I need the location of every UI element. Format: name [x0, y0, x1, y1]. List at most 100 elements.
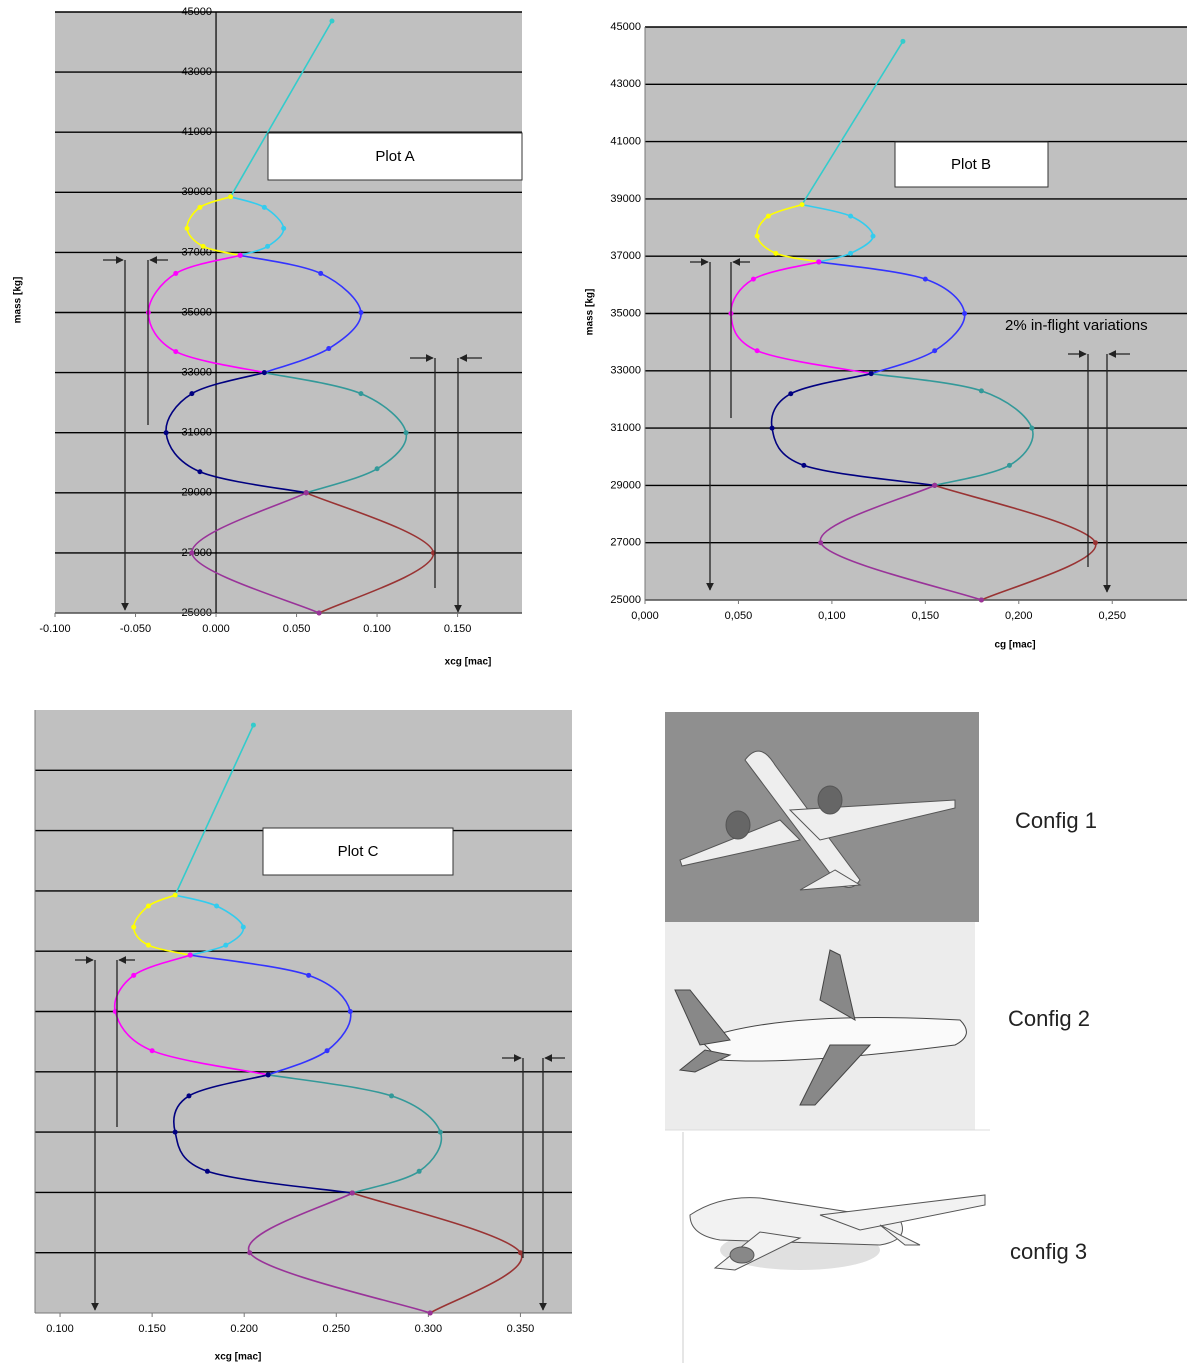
data-point: [375, 466, 380, 471]
x-tick-label: 0.200: [230, 1323, 258, 1335]
data-point: [389, 1093, 394, 1098]
y-tick-label: 29000: [610, 479, 641, 491]
y-tick-label: 31000: [181, 427, 212, 439]
y-tick-label: 35000: [610, 307, 641, 319]
y-tick-label: 27000: [181, 547, 212, 559]
data-point: [932, 348, 937, 353]
data-point: [869, 371, 874, 376]
y-tick-label: 31000: [610, 422, 641, 434]
y-axis-title: mass [kg]: [13, 277, 24, 324]
x-tick-label: 0,050: [725, 610, 753, 622]
data-point: [317, 611, 322, 616]
y-tick-label: 43000: [610, 78, 641, 90]
data-point: [318, 271, 323, 276]
y-tick-label: 29000: [181, 487, 212, 499]
y-tick-label: 43000: [181, 66, 212, 78]
x-tick-label: 0,000: [631, 610, 659, 622]
y-tick-label: 35000: [181, 306, 212, 318]
y-tick-label: 39000: [610, 193, 641, 205]
data-point: [358, 391, 363, 396]
data-point: [518, 1250, 523, 1255]
x-tick-label: 0,200: [1005, 610, 1033, 622]
data-point: [848, 251, 853, 256]
x-tick-label: 0.150: [444, 623, 472, 635]
y-tick-label: 39000: [181, 186, 212, 198]
data-point: [404, 430, 409, 435]
data-point: [818, 540, 823, 545]
data-point: [185, 226, 190, 231]
y-tick-label: 45000: [181, 6, 212, 18]
data-point: [1093, 540, 1098, 545]
data-point: [773, 251, 778, 256]
data-point: [247, 1250, 252, 1255]
x-tick-label: 0.350: [507, 1323, 535, 1335]
data-point: [417, 1169, 422, 1174]
photo-label: Config 2: [1008, 1006, 1090, 1031]
data-point: [755, 348, 760, 353]
data-point: [428, 1311, 433, 1316]
data-point: [770, 426, 775, 431]
data-point: [329, 19, 334, 24]
data-point: [164, 430, 169, 435]
data-point: [265, 244, 270, 249]
y-tick-label: 27000: [610, 537, 641, 549]
y-tick-label: 45000: [610, 21, 641, 33]
x-tick-label: -0.100: [39, 623, 70, 635]
data-point: [325, 1048, 330, 1053]
data-point: [358, 310, 363, 315]
x-tick-label: 0.250: [323, 1323, 351, 1335]
data-point: [1007, 463, 1012, 468]
data-point: [751, 277, 756, 282]
y-tick-label: 33000: [610, 365, 641, 377]
x-tick-label: 0,150: [912, 610, 940, 622]
x-tick-label: 0.100: [363, 623, 391, 635]
photos: Config 1 Config 2 config 3: [665, 712, 1097, 1363]
data-point: [262, 370, 267, 375]
y-axis-title: mass [kg]: [585, 289, 596, 336]
x-tick-label: 0.100: [46, 1323, 74, 1335]
data-point: [304, 490, 309, 495]
data-point: [1029, 426, 1034, 431]
data-point: [197, 205, 202, 210]
data-point: [979, 598, 984, 603]
data-point: [173, 349, 178, 354]
data-point: [923, 277, 928, 282]
data-point: [205, 1169, 210, 1174]
data-point: [150, 1048, 155, 1053]
data-point: [962, 311, 967, 316]
data-point: [189, 550, 194, 555]
data-point: [262, 205, 267, 210]
plots: 2500027000290003100033000350003700039000…: [35, 6, 1187, 1335]
data-point: [979, 388, 984, 393]
y-tick-label: 41000: [181, 126, 212, 138]
data-point: [816, 259, 821, 264]
data-point: [131, 925, 136, 930]
data-point: [281, 226, 286, 231]
data-point: [788, 391, 793, 396]
data-point: [131, 973, 136, 978]
data-point: [223, 943, 228, 948]
x-tick-label: 0.050: [283, 623, 311, 635]
data-point: [201, 244, 206, 249]
data-point: [173, 893, 178, 898]
data-point: [238, 253, 243, 258]
data-point: [146, 943, 151, 948]
photo-label: config 3: [1010, 1239, 1087, 1264]
x-tick-label: 0.300: [415, 1323, 443, 1335]
data-point: [146, 903, 151, 908]
data-point: [306, 973, 311, 978]
data-point: [197, 469, 202, 474]
data-point: [438, 1130, 443, 1135]
y-tick-label: 33000: [181, 367, 212, 379]
data-point: [348, 1009, 353, 1014]
data-point: [350, 1191, 355, 1196]
data-point: [266, 1072, 271, 1077]
y-tick-label: 37000: [610, 250, 641, 262]
data-point: [326, 346, 331, 351]
x-tick-label: 0.150: [138, 1323, 166, 1335]
chart-title: Plot B: [951, 156, 991, 173]
data-point: [801, 463, 806, 468]
x-tick-label: 0.000: [202, 623, 230, 635]
y-tick-label: 41000: [610, 136, 641, 148]
data-point: [932, 483, 937, 488]
